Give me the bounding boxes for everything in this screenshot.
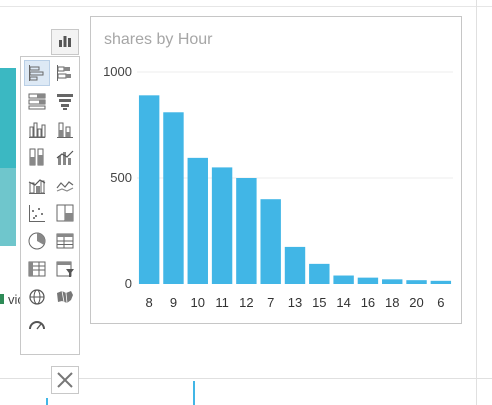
bar — [211, 167, 233, 284]
chart-panel[interactable]: shares by Hour 0 500 1000 8 9 10 11 12 7 13 15 14 16… — [90, 16, 462, 324]
bar-100-stacked-icon[interactable] — [25, 89, 49, 113]
bar — [138, 95, 160, 284]
bar-stacked-icon[interactable] — [53, 61, 77, 85]
bar — [260, 199, 281, 284]
gauge-icon[interactable] — [25, 313, 49, 337]
y-tick-label: 1000 — [103, 64, 132, 79]
table-icon[interactable] — [53, 229, 77, 253]
column-chart-icon — [59, 36, 71, 47]
chart-title: shares by Hour — [104, 31, 213, 48]
x-tick-label: 12 — [239, 295, 253, 310]
line-clustered-column-icon[interactable] — [53, 145, 77, 169]
line-chart-icon[interactable] — [53, 173, 77, 197]
x-tick-label: 6 — [437, 295, 444, 310]
line-stacked-column-icon[interactable] — [25, 173, 49, 197]
bar-chart: 0 500 1000 8 9 10 11 12 7 13 15 14 16 18 20 6 — [103, 64, 453, 310]
close-button[interactable] — [51, 366, 79, 394]
bar — [406, 280, 427, 284]
x-tick-label: 7 — [267, 295, 274, 310]
x-tick-label: 16 — [361, 295, 375, 310]
background-vline — [476, 0, 477, 405]
visualization-palette — [20, 56, 80, 355]
background-divider — [0, 378, 492, 379]
scatter-chart-icon[interactable] — [25, 201, 49, 225]
bar — [163, 112, 184, 284]
bar — [333, 275, 354, 284]
x-tick-label: 8 — [146, 295, 153, 310]
column-clustered-icon[interactable] — [25, 117, 49, 141]
bar-clustered-icon[interactable] — [24, 60, 50, 86]
bar — [382, 279, 403, 284]
bar — [284, 246, 306, 284]
x-tick-label: 20 — [409, 295, 423, 310]
y-tick-label: 500 — [110, 170, 132, 185]
x-tick-label: 10 — [191, 295, 205, 310]
x-tick-label: 15 — [312, 295, 326, 310]
pie-chart-icon[interactable] — [25, 229, 49, 253]
background-bar-small — [46, 398, 48, 405]
matrix-icon[interactable] — [25, 257, 49, 281]
column-100-stacked-icon[interactable] — [25, 145, 49, 169]
column-stacked-icon[interactable] — [53, 117, 77, 141]
background-divider — [0, 6, 492, 7]
bar — [236, 178, 257, 284]
x-tick-label: 9 — [170, 295, 177, 310]
x-tick-label: 18 — [385, 295, 399, 310]
funnel-icon[interactable] — [53, 89, 77, 113]
bar — [309, 263, 330, 284]
legend-swatch — [0, 294, 4, 304]
filled-map-icon[interactable] — [53, 285, 77, 309]
x-tick-label: 11 — [215, 295, 229, 310]
bar — [430, 280, 452, 284]
close-icon — [57, 372, 73, 388]
x-tick-label: 13 — [288, 295, 302, 310]
legend-label: vic — [8, 292, 24, 307]
map-icon[interactable] — [25, 285, 49, 309]
slicer-icon[interactable] — [53, 257, 77, 281]
bar — [187, 157, 208, 284]
background-bar-small — [193, 381, 195, 405]
background-bar-light-teal — [0, 168, 16, 246]
treemap-icon[interactable] — [53, 201, 77, 225]
bar — [357, 277, 379, 284]
y-tick-label: 0 — [125, 276, 132, 291]
chart-type-button[interactable] — [51, 29, 79, 55]
x-tick-label: 14 — [336, 295, 350, 310]
